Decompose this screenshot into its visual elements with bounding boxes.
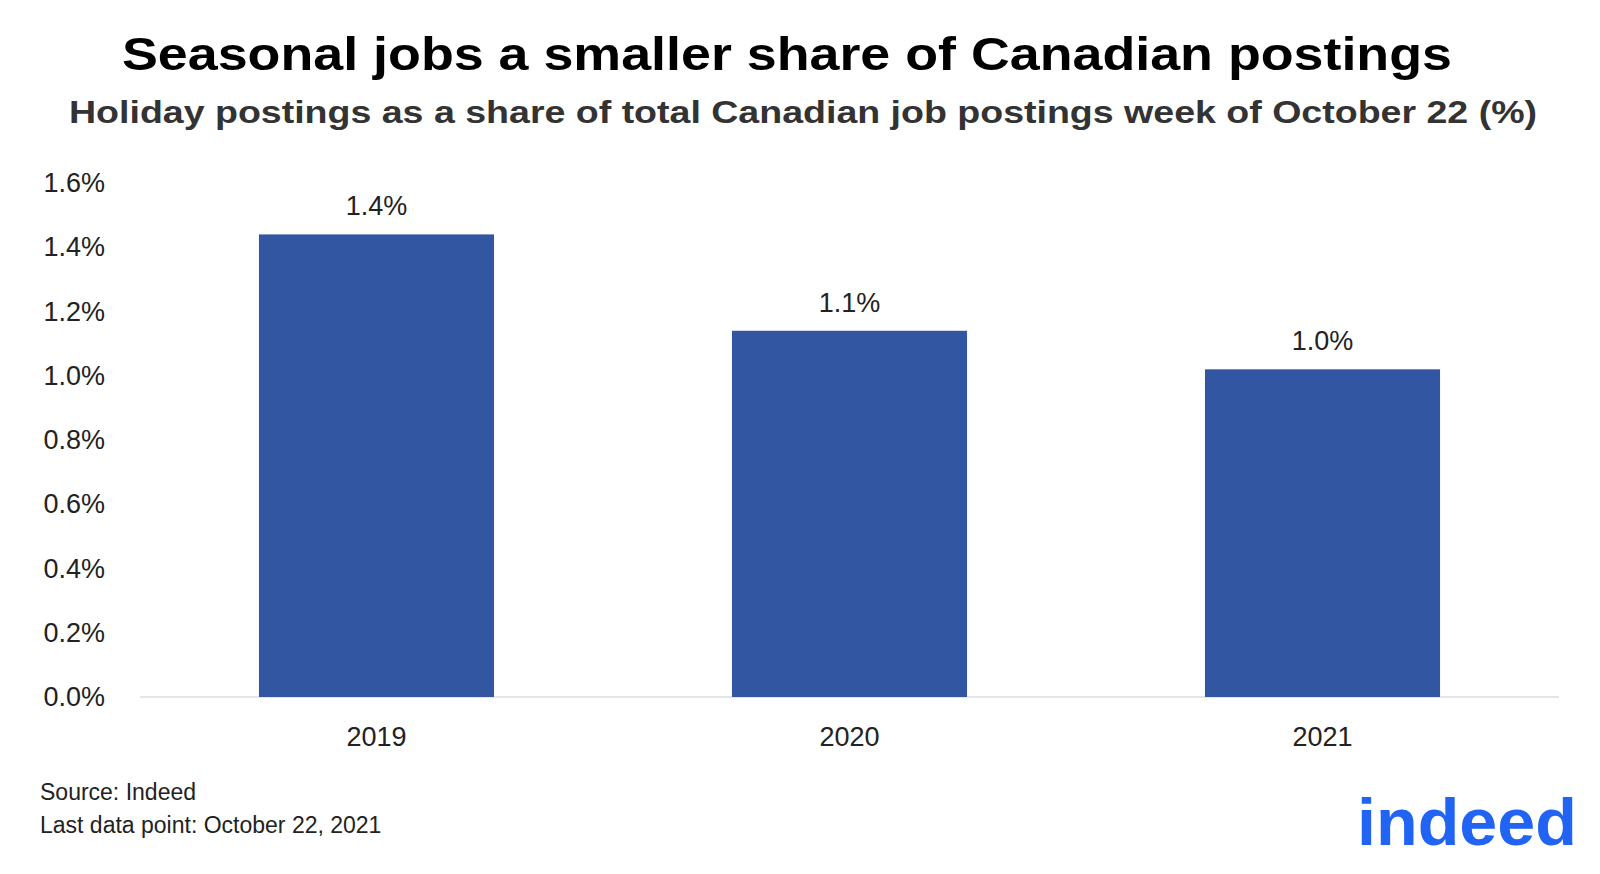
- labels: 1.4% 2019 1.1% 2020 1.0% 2021: [346, 191, 1354, 752]
- y-tick-label: 0.8%: [43, 425, 105, 455]
- y-tick-label: 0.4%: [43, 554, 105, 584]
- note: Last data point: October 22, 2021: [40, 812, 381, 838]
- y-tick-label: 0.6%: [43, 489, 105, 519]
- y-tick-label: 0.0%: [43, 682, 105, 712]
- data-label: 1.1%: [819, 288, 881, 318]
- y-tick-label: 1.4%: [43, 232, 105, 262]
- x-tick-label: 2020: [819, 722, 879, 752]
- title: Seasonal jobs a smaller share of Canadia…: [122, 28, 1452, 80]
- data-label: 1.0%: [1292, 326, 1354, 356]
- chart: Seasonal jobs a smaller share of Canadia…: [0, 0, 1600, 874]
- y-tick-label: 0.2%: [43, 618, 105, 648]
- subtitle: Holiday postings as a share of total Can…: [69, 95, 1537, 130]
- bar: [259, 234, 494, 697]
- bars: [259, 234, 1440, 697]
- logo: indeed: [1357, 785, 1577, 859]
- x-tick-label: 2019: [346, 722, 406, 752]
- bar: [1205, 369, 1440, 697]
- y-axis: 0.0% 0.2% 0.4% 0.6% 0.8% 1.0% 1.2% 1.4% 1.6%: [43, 168, 105, 712]
- y-tick-label: 1.2%: [43, 297, 105, 327]
- bar: [732, 331, 967, 697]
- y-tick-label: 1.6%: [43, 168, 105, 198]
- source: Source: Indeed: [40, 779, 196, 805]
- y-tick-label: 1.0%: [43, 361, 105, 391]
- x-tick-label: 2021: [1292, 722, 1352, 752]
- data-label: 1.4%: [346, 191, 408, 221]
